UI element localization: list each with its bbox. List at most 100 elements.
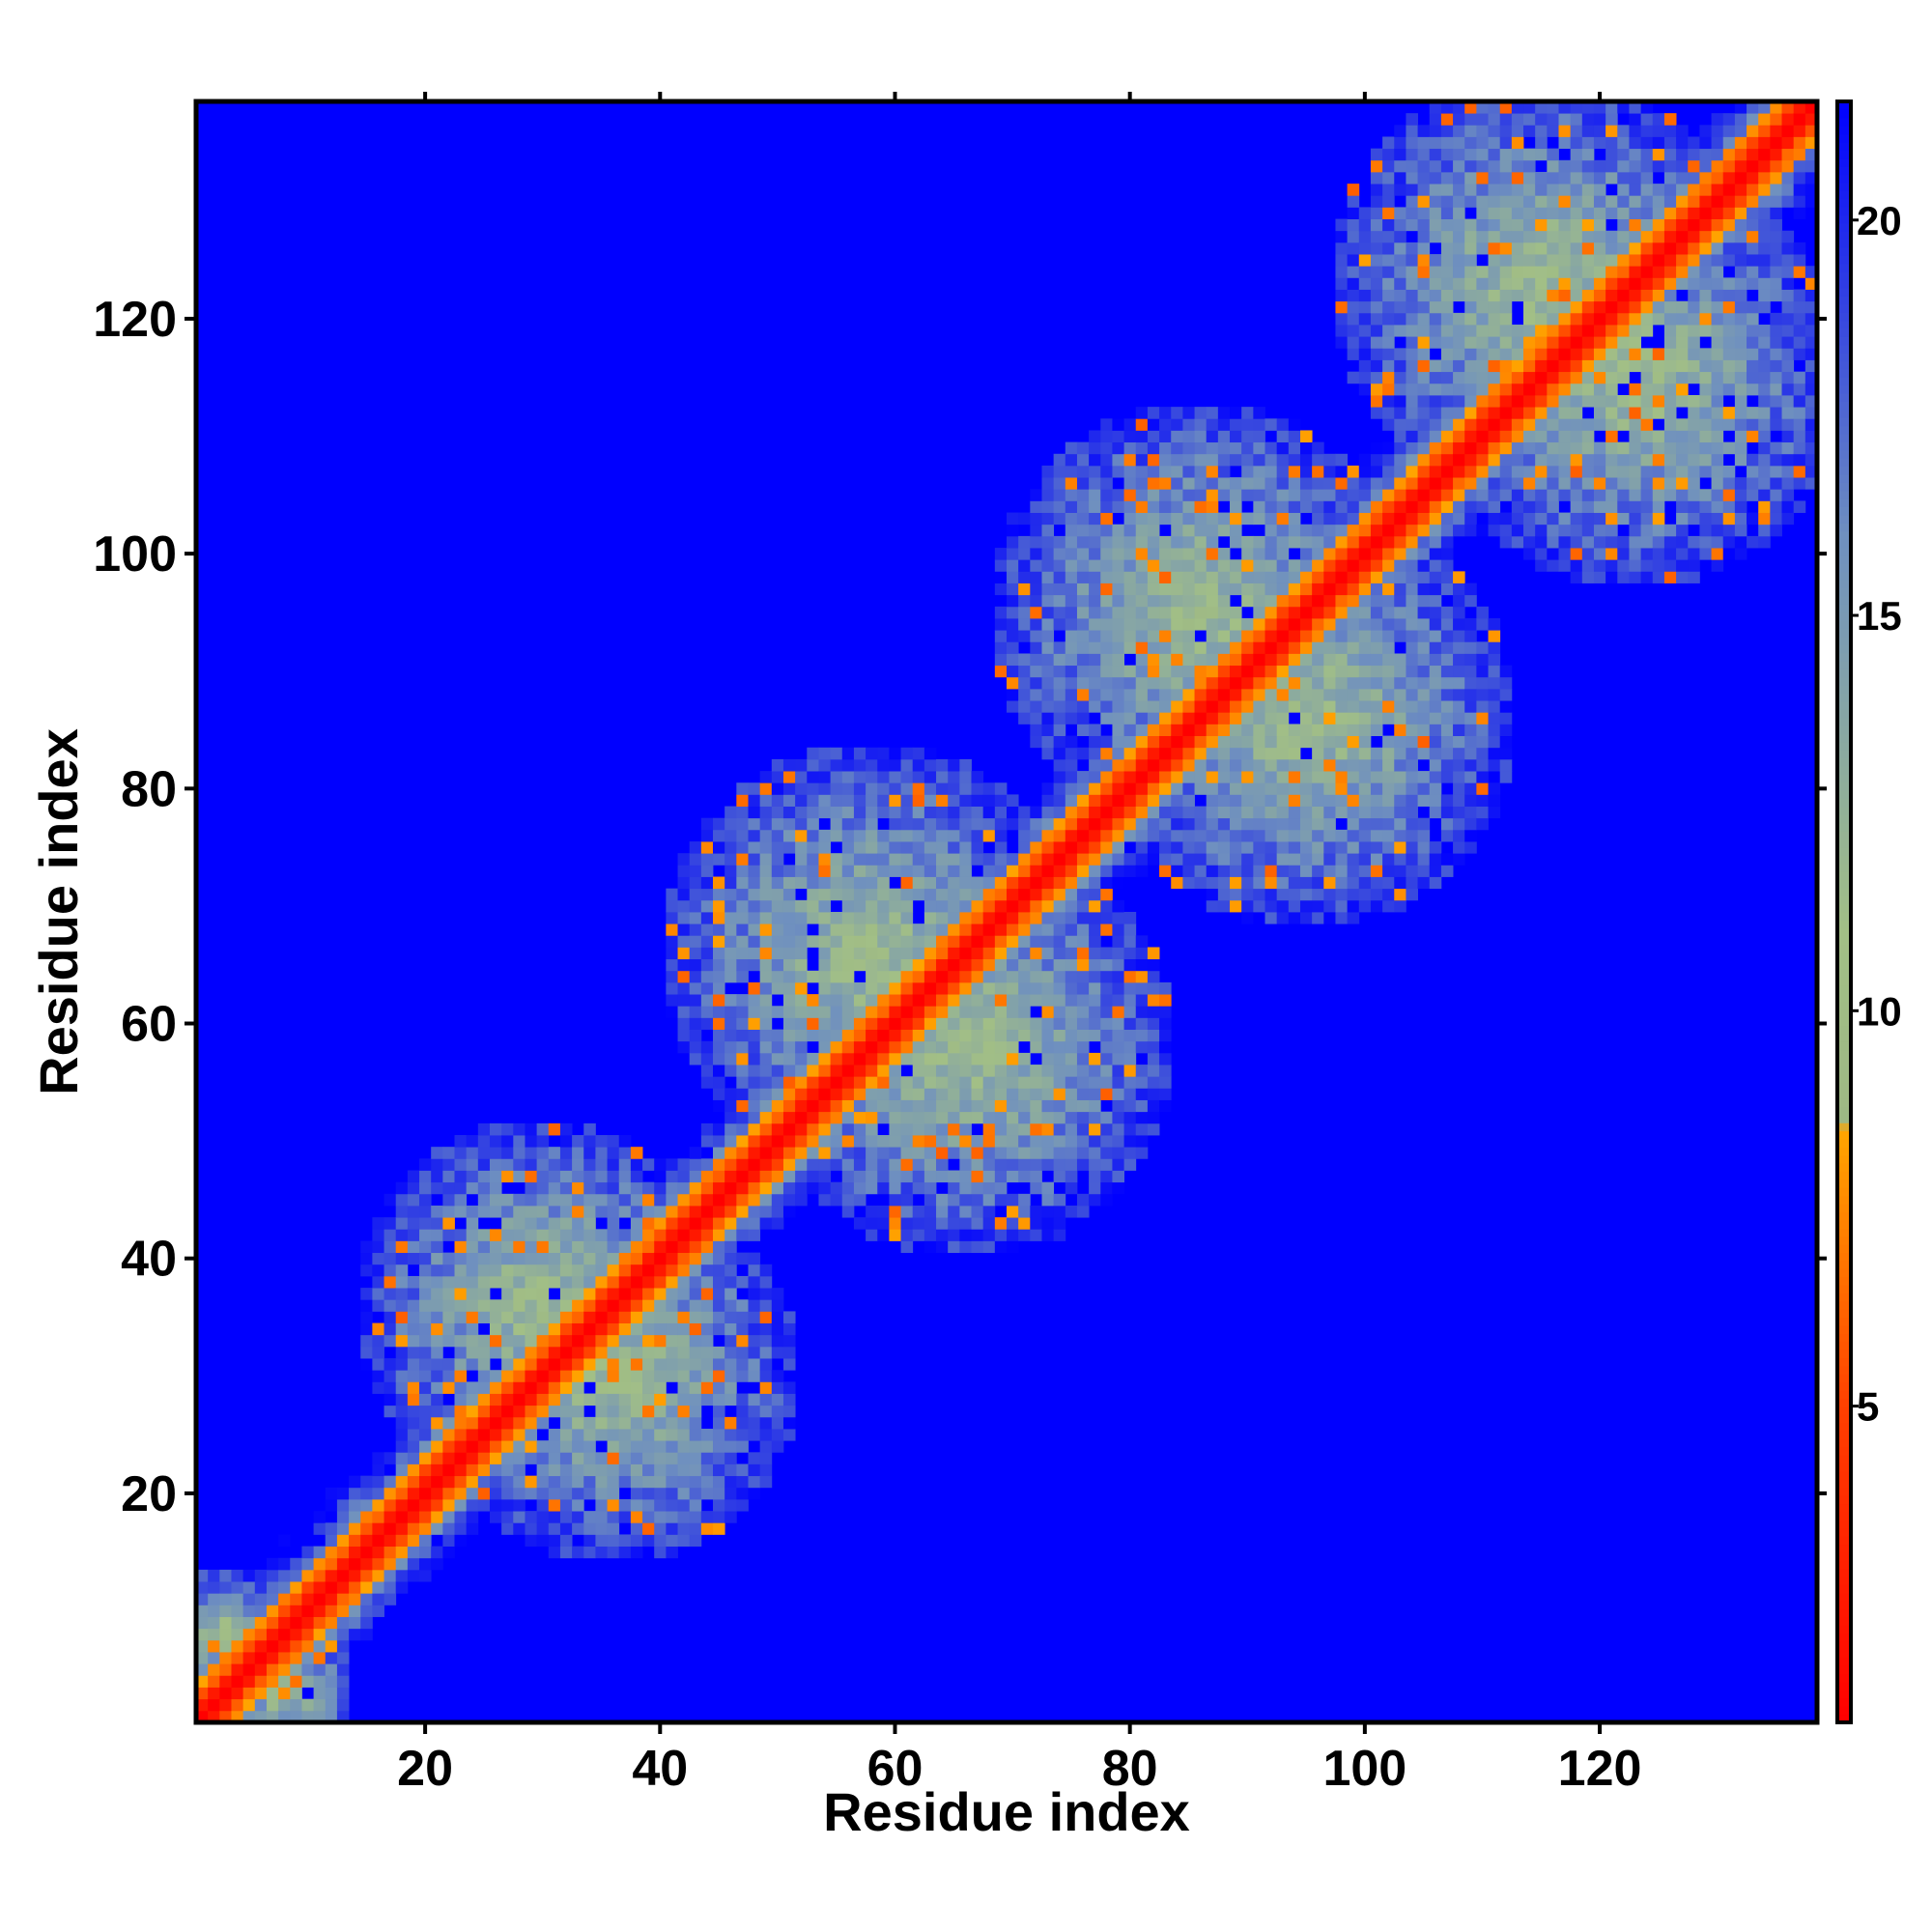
heatmap-cell [1253, 735, 1265, 749]
heatmap-cell [1089, 641, 1101, 654]
heatmap-cell [782, 1122, 796, 1136]
heatmap-cell [795, 758, 808, 772]
heatmap-cell [853, 1099, 867, 1113]
heatmap-cell [994, 606, 1008, 619]
heatmap-cell [1511, 195, 1524, 208]
heatmap-cell [1053, 489, 1066, 501]
heatmap-cell [431, 1429, 443, 1441]
heatmap-cell [1135, 817, 1149, 831]
heatmap-cell [1253, 747, 1265, 760]
heatmap-cell [724, 1358, 737, 1371]
heatmap-cell [1100, 771, 1113, 783]
heatmap-cell [1041, 653, 1055, 667]
heatmap-cell [1440, 465, 1454, 478]
heatmap-cell [407, 1205, 420, 1218]
heatmap-cell [1147, 1122, 1160, 1136]
heatmap-cell [807, 771, 819, 783]
heatmap-cell [442, 1311, 455, 1323]
heatmap-cell [1276, 806, 1290, 819]
heatmap-cell [1499, 524, 1513, 537]
heatmap-cell [994, 1170, 1008, 1183]
heatmap-cell [1053, 512, 1066, 526]
heatmap-cell [759, 994, 773, 1007]
heatmap-cell [948, 806, 960, 819]
heatmap-cell [1382, 477, 1395, 490]
heatmap-cell [1558, 289, 1572, 302]
heatmap-cell [724, 1475, 737, 1489]
heatmap-cell [700, 912, 714, 924]
heatmap-cell [889, 1099, 901, 1113]
heatmap-cell [1335, 794, 1349, 807]
heatmap-cell [1100, 1111, 1113, 1124]
heatmap-cell [700, 841, 714, 854]
heatmap-cell [1112, 935, 1124, 948]
heatmap-cell [1335, 325, 1349, 337]
heatmap-cell [407, 1511, 420, 1523]
heatmap-cell [1593, 441, 1606, 455]
heatmap-cell [466, 1522, 479, 1535]
heatmap-cell [948, 1181, 960, 1195]
heatmap-cell [1370, 148, 1383, 161]
heatmap-cell [1558, 312, 1572, 326]
heatmap-cell [548, 1440, 561, 1453]
heatmap-cell [349, 1628, 361, 1641]
heatmap-cell [771, 1193, 784, 1207]
heatmap-cell [1581, 477, 1595, 490]
heatmap-cell [360, 1534, 373, 1548]
heatmap-cell [807, 1170, 819, 1183]
heatmap-cell [1206, 829, 1219, 842]
heatmap-cell [466, 1405, 479, 1418]
heatmap-cell [1194, 653, 1208, 667]
heatmap-cell [713, 853, 725, 866]
heatmap-cell [1535, 136, 1548, 150]
heatmap-cell [1194, 853, 1208, 866]
heatmap-cell [677, 970, 691, 983]
heatmap-cell [1453, 207, 1465, 219]
heatmap-cell [1488, 806, 1501, 819]
heatmap-cell [1241, 418, 1254, 431]
heatmap-cell [595, 1229, 608, 1241]
heatmap-cell [559, 1135, 573, 1148]
heatmap-cell [1593, 477, 1606, 490]
heatmap-cell [889, 1135, 901, 1148]
heatmap-cell [771, 1429, 784, 1441]
heatmap-cell [231, 1675, 244, 1688]
heatmap-cell [1147, 735, 1160, 749]
heatmap-cell [336, 1522, 350, 1535]
heatmap-cell [1264, 606, 1278, 619]
heatmap-cell [525, 1511, 538, 1523]
heatmap-cell [1358, 735, 1372, 749]
heatmap-cell [489, 1170, 502, 1183]
heatmap-cell [1370, 630, 1383, 642]
heatmap-cell [994, 1122, 1008, 1136]
heatmap-cell [1605, 171, 1618, 185]
heatmap-cell [1182, 465, 1195, 478]
heatmap-cell [1241, 888, 1254, 901]
heatmap-cell [1171, 676, 1183, 690]
heatmap-cell [736, 1017, 749, 1030]
heatmap-cell [1488, 489, 1501, 501]
heatmap-cell [1570, 312, 1583, 326]
heatmap-cell [1018, 1052, 1031, 1065]
heatmap-cell [513, 1498, 526, 1512]
heatmap-cell [1230, 676, 1242, 690]
heatmap-cell [1100, 1065, 1113, 1077]
heatmap-cell [1347, 688, 1360, 701]
heatmap-cell [454, 1299, 468, 1312]
heatmap-cell [971, 912, 984, 924]
heatmap-cell [1100, 876, 1113, 890]
heatmap-cell [1288, 794, 1301, 807]
heatmap-cell [1453, 430, 1465, 443]
heatmap-cell [1593, 348, 1606, 360]
heatmap-cell [290, 1698, 302, 1712]
heatmap-cell [1370, 758, 1383, 772]
heatmap-cell [1605, 336, 1618, 349]
heatmap-cell [1053, 700, 1066, 713]
heatmap-cell [677, 1511, 691, 1523]
heatmap-cell [1206, 535, 1219, 549]
heatmap-cell [1182, 712, 1195, 724]
heatmap-cell [1276, 865, 1290, 877]
heatmap-cell [1558, 359, 1572, 373]
heatmap-cell [1499, 289, 1513, 302]
heatmap-cell [877, 935, 890, 948]
